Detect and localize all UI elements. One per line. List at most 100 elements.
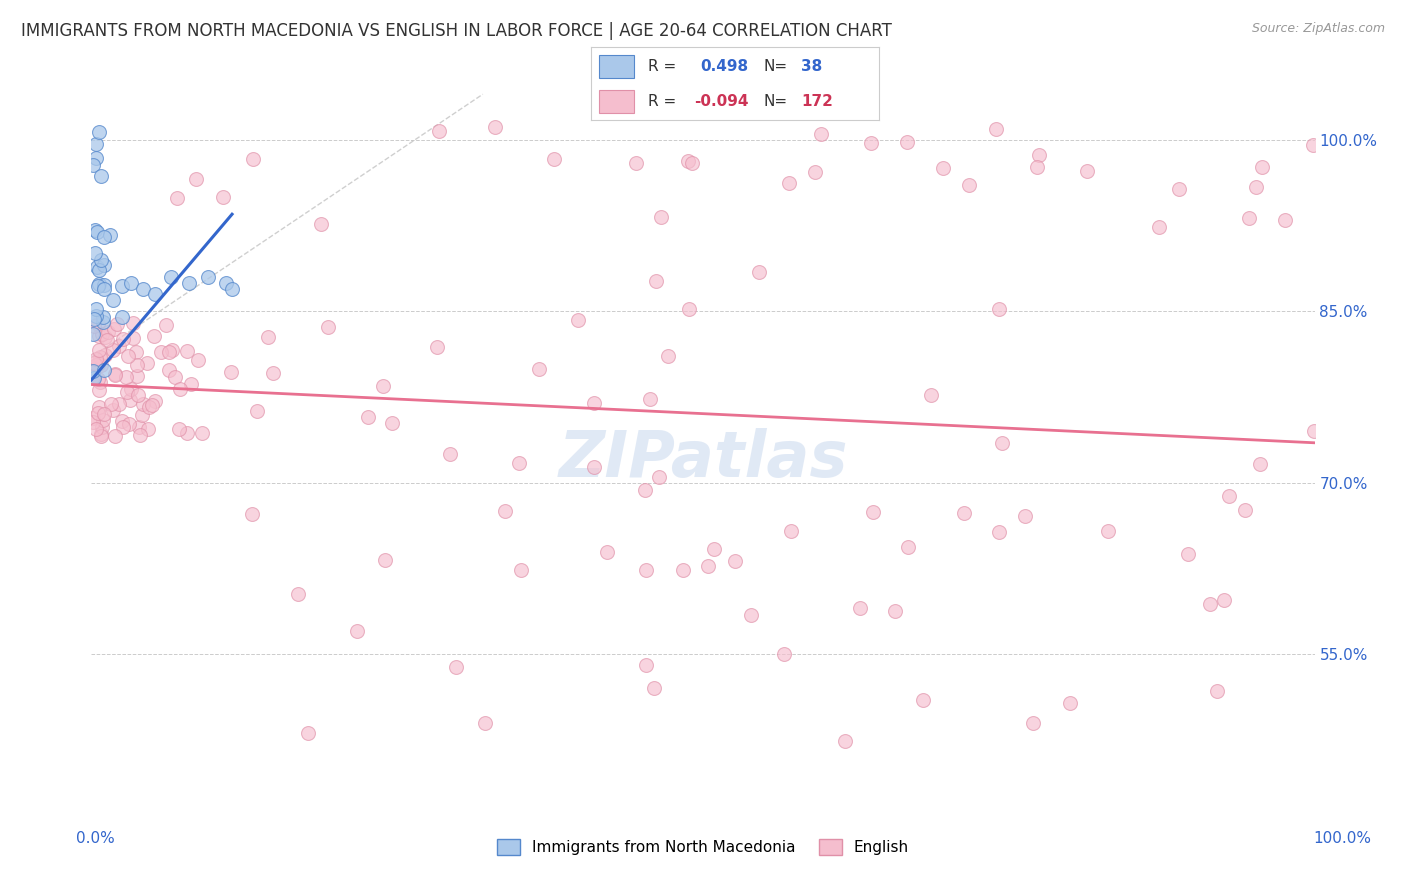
Point bbox=[91, 310, 114, 325]
Point bbox=[83, 356, 105, 370]
Point bbox=[474, 715, 496, 730]
Point bbox=[984, 121, 1007, 136]
Point bbox=[740, 607, 762, 622]
Point bbox=[120, 382, 142, 396]
Point bbox=[84, 136, 107, 151]
Point bbox=[180, 377, 202, 392]
Point bbox=[484, 120, 506, 135]
Point bbox=[100, 397, 122, 411]
Point bbox=[84, 301, 107, 316]
Point bbox=[778, 176, 800, 190]
Point bbox=[101, 343, 124, 357]
Point bbox=[671, 563, 693, 577]
FancyBboxPatch shape bbox=[599, 90, 634, 113]
Point bbox=[1212, 593, 1234, 607]
Point bbox=[912, 693, 935, 707]
Point bbox=[136, 356, 159, 370]
Text: R =: R = bbox=[648, 94, 676, 109]
Point bbox=[676, 153, 699, 168]
Point bbox=[494, 504, 516, 518]
Point bbox=[103, 322, 125, 336]
Point bbox=[155, 318, 177, 332]
Point bbox=[596, 544, 619, 558]
Point bbox=[108, 339, 131, 353]
Point bbox=[1177, 548, 1199, 562]
Point bbox=[179, 276, 201, 290]
Point bbox=[93, 362, 115, 376]
Point bbox=[381, 416, 404, 430]
Text: 38: 38 bbox=[801, 59, 823, 74]
Point bbox=[86, 225, 108, 239]
Point bbox=[98, 227, 121, 242]
Point bbox=[122, 330, 145, 344]
Point bbox=[1199, 597, 1222, 611]
Point bbox=[165, 370, 187, 384]
Text: -0.094: -0.094 bbox=[695, 94, 749, 109]
Point bbox=[82, 364, 104, 378]
Point bbox=[111, 310, 134, 324]
Text: 100.0%: 100.0% bbox=[1313, 831, 1372, 846]
Text: N=: N= bbox=[763, 59, 787, 74]
Point bbox=[143, 393, 166, 408]
Point bbox=[1022, 716, 1045, 731]
Point bbox=[287, 586, 309, 600]
Point bbox=[91, 315, 114, 329]
Point bbox=[96, 333, 118, 347]
Point bbox=[696, 558, 718, 573]
Point bbox=[83, 319, 105, 334]
Point bbox=[105, 318, 128, 332]
Point bbox=[1025, 160, 1047, 174]
Point bbox=[83, 312, 105, 326]
Point bbox=[374, 553, 396, 567]
Point bbox=[94, 330, 117, 344]
Point bbox=[221, 281, 243, 295]
Point bbox=[89, 277, 111, 291]
Point bbox=[634, 658, 657, 673]
Point bbox=[117, 349, 139, 363]
Point bbox=[111, 279, 134, 293]
Point bbox=[1059, 697, 1081, 711]
Point bbox=[896, 135, 918, 149]
Point bbox=[90, 359, 112, 373]
Point bbox=[509, 563, 531, 577]
Point bbox=[112, 420, 135, 434]
Point bbox=[84, 246, 107, 260]
Point bbox=[86, 406, 108, 420]
Text: R =: R = bbox=[648, 59, 676, 74]
Point bbox=[86, 260, 108, 275]
Point bbox=[82, 415, 104, 429]
Point bbox=[166, 192, 188, 206]
Point bbox=[779, 524, 801, 538]
Point bbox=[150, 345, 173, 359]
Point bbox=[1246, 180, 1268, 194]
Point bbox=[87, 343, 110, 358]
Point bbox=[121, 316, 143, 330]
Point bbox=[128, 427, 150, 442]
Point bbox=[84, 151, 107, 165]
Point bbox=[186, 352, 208, 367]
Point bbox=[884, 604, 907, 618]
Point bbox=[138, 400, 160, 414]
Point bbox=[118, 393, 141, 408]
Point bbox=[1251, 160, 1274, 174]
Point bbox=[657, 349, 679, 363]
Point bbox=[87, 401, 110, 415]
Point bbox=[309, 217, 332, 231]
Point bbox=[748, 264, 770, 278]
Point bbox=[125, 358, 148, 372]
Point bbox=[157, 362, 180, 376]
Point bbox=[82, 411, 104, 425]
Legend: Immigrants from North Macedonia, English: Immigrants from North Macedonia, English bbox=[491, 833, 915, 861]
Point bbox=[82, 369, 104, 384]
Point bbox=[143, 287, 166, 301]
Text: N=: N= bbox=[763, 94, 787, 109]
Point bbox=[543, 153, 565, 167]
Point bbox=[128, 419, 150, 434]
Text: Source: ZipAtlas.com: Source: ZipAtlas.com bbox=[1251, 22, 1385, 36]
Point bbox=[246, 404, 269, 418]
Point bbox=[804, 165, 827, 179]
Point bbox=[636, 563, 658, 577]
Point bbox=[84, 421, 107, 435]
Point bbox=[648, 470, 671, 484]
Point bbox=[1028, 147, 1050, 161]
